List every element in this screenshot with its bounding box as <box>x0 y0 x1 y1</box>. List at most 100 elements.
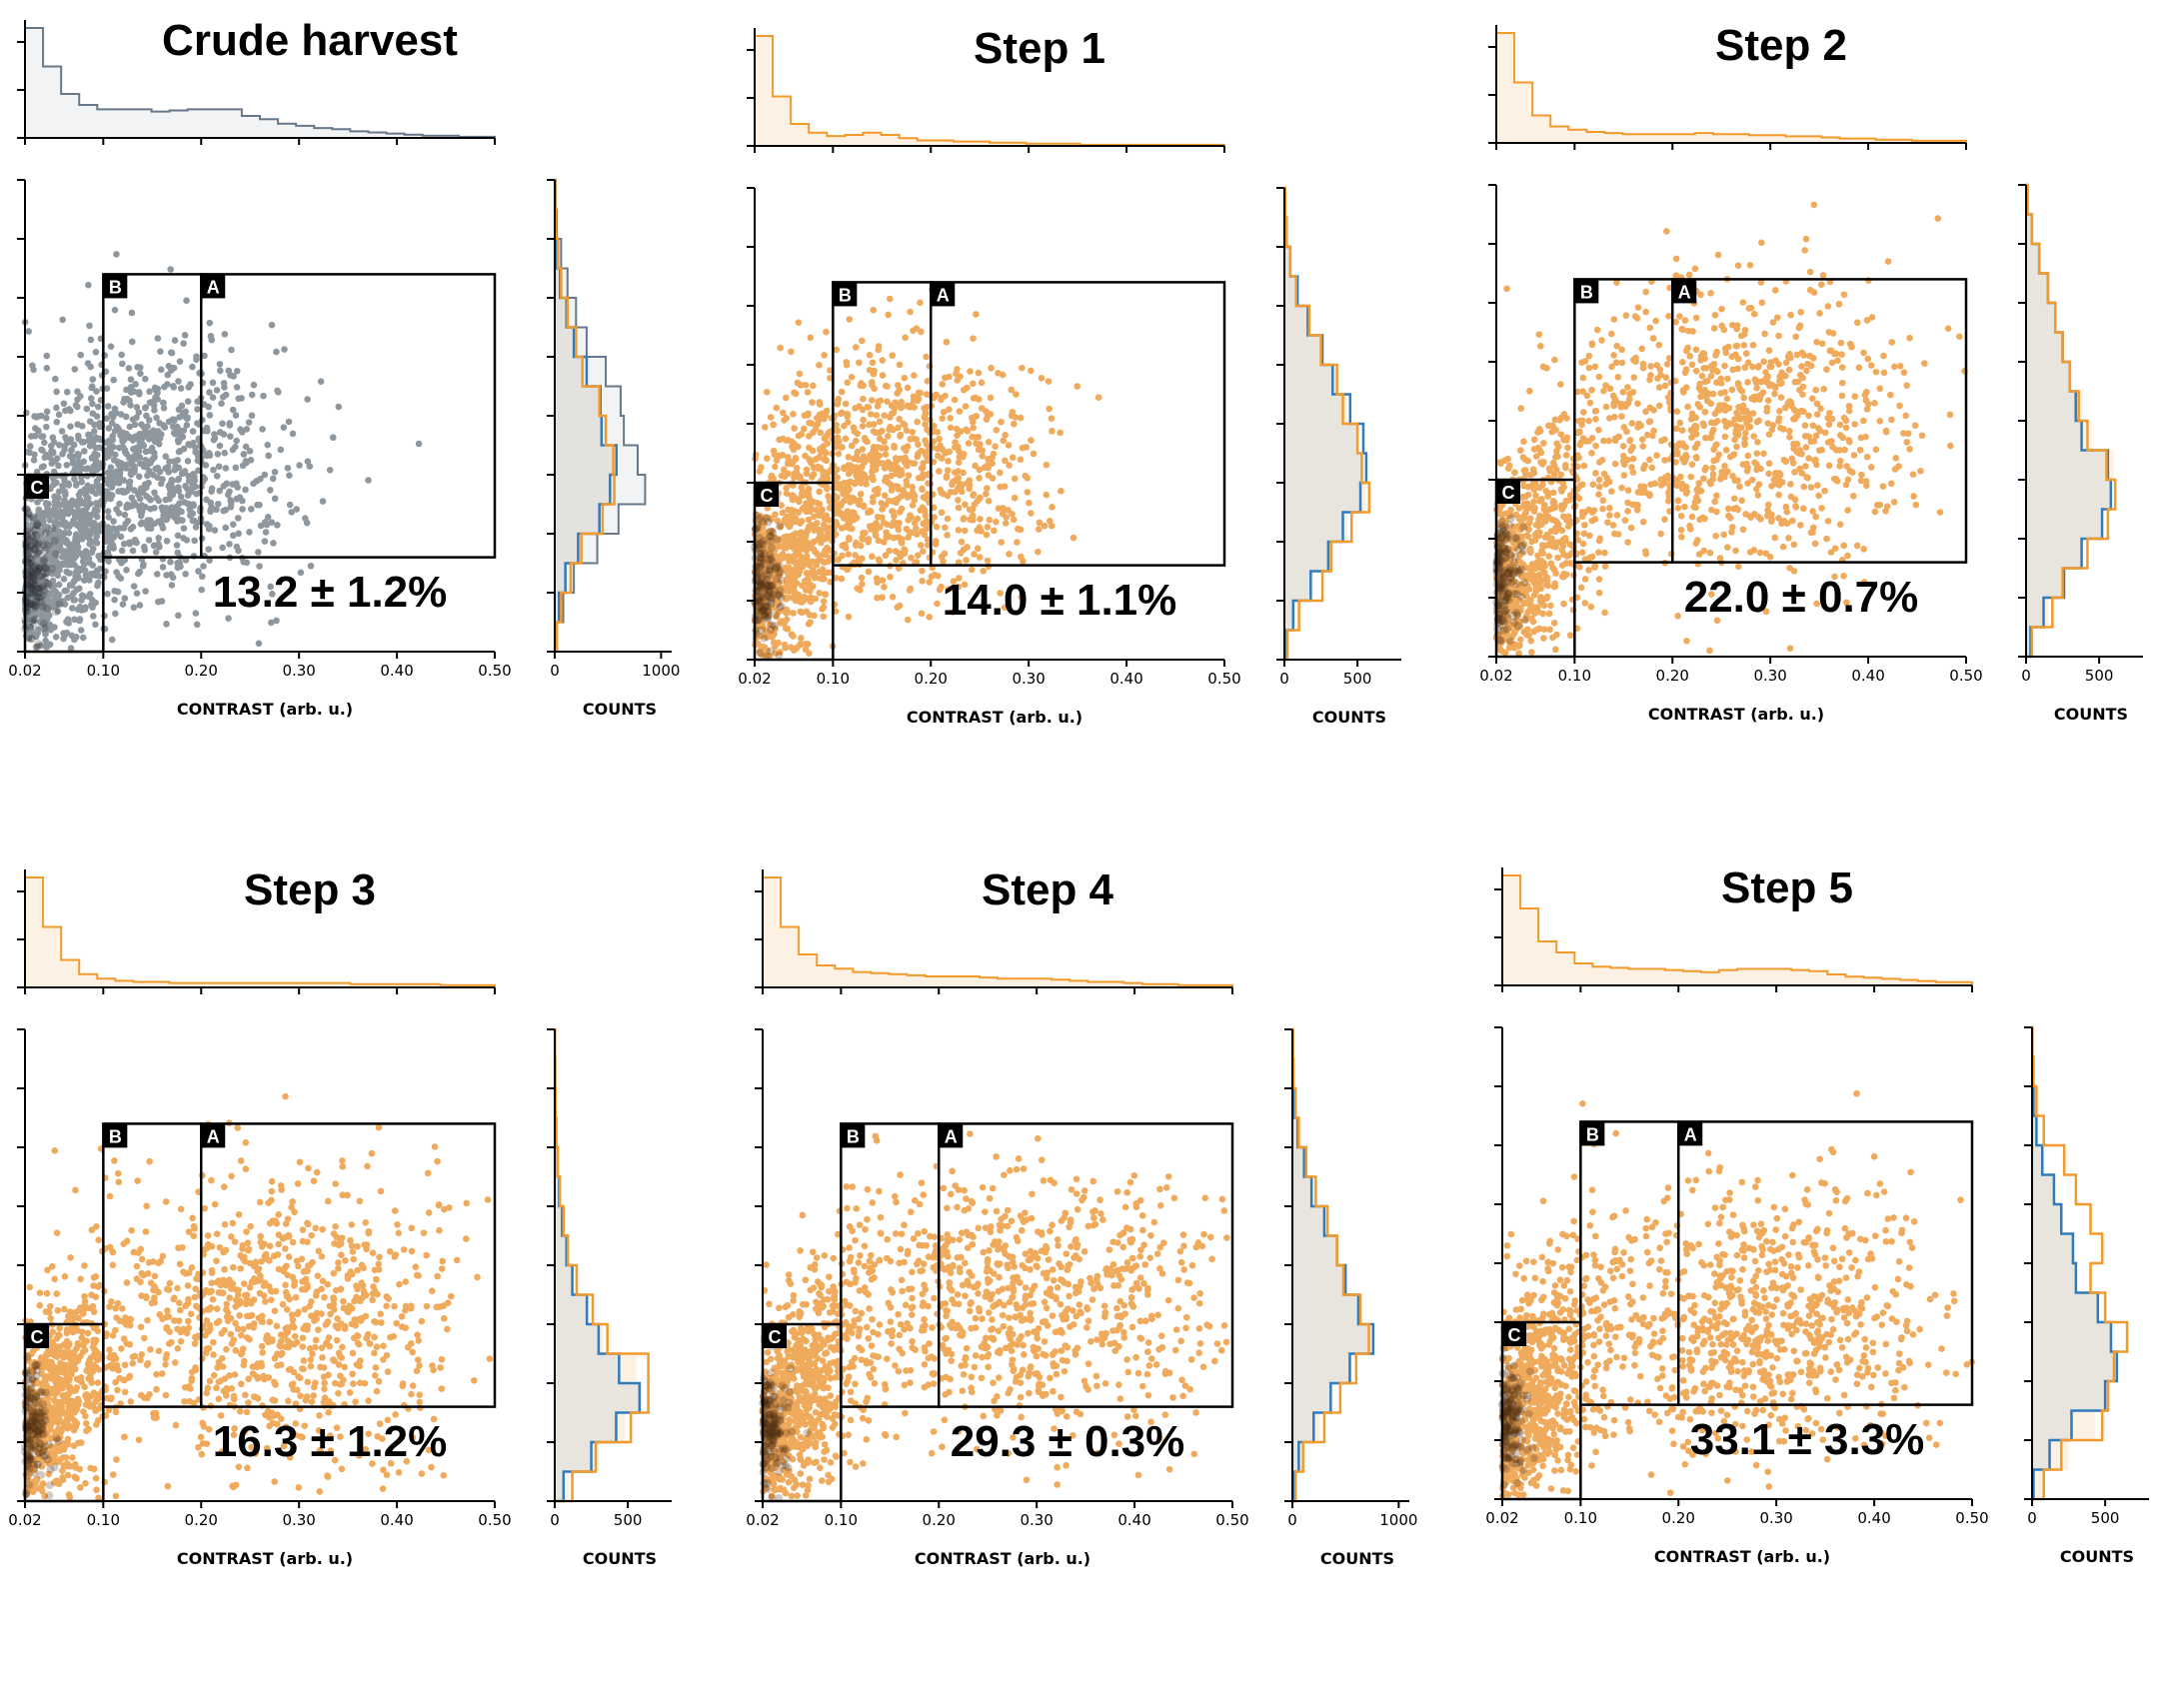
scatter-point <box>790 610 797 617</box>
scatter-point <box>147 459 154 467</box>
scatter-point <box>1752 486 1760 493</box>
scatter-point <box>1676 313 1683 320</box>
scatter-point <box>1904 430 1912 438</box>
scatter-point <box>1690 503 1698 511</box>
scatter-point <box>956 453 964 461</box>
scatter-point <box>811 527 818 534</box>
scatter-point <box>1530 486 1538 494</box>
scatter-point <box>250 381 258 389</box>
scatter-point <box>1624 508 1631 515</box>
scatter-point <box>942 524 949 532</box>
density-point <box>756 515 765 524</box>
density-point <box>759 606 768 615</box>
density-point <box>761 602 770 611</box>
scatter-point <box>1707 289 1714 297</box>
scatter-point <box>924 378 932 385</box>
scatter-point <box>1807 529 1815 537</box>
scatter-point <box>1700 350 1708 358</box>
scatter-point <box>1868 314 1876 321</box>
scatter-point <box>180 427 188 434</box>
scatter-point <box>1775 491 1782 499</box>
density-point <box>756 579 765 588</box>
scatter-point <box>1756 549 1764 557</box>
scatter-point <box>271 468 279 476</box>
scatter-point <box>43 643 51 651</box>
scatter-point <box>240 451 248 458</box>
scatter-point <box>888 472 895 480</box>
scatter-point <box>1768 483 1775 490</box>
scatter-point <box>115 510 123 517</box>
scatter-point <box>1575 495 1583 503</box>
scatter-point <box>192 610 200 617</box>
scatter-point <box>752 451 760 459</box>
scatter-point <box>979 452 987 460</box>
scatter-point <box>961 581 969 589</box>
scatter-point <box>1802 235 1810 243</box>
scatter-point <box>992 443 999 450</box>
scatter-point <box>1906 334 1913 342</box>
scatter-point <box>772 546 779 554</box>
scatter-point <box>43 451 50 459</box>
scatter-point <box>1661 382 1669 390</box>
scatter-point <box>1517 405 1524 412</box>
scatter-point <box>1844 552 1851 560</box>
scatter-point <box>1005 507 1012 514</box>
scatter-point <box>1692 314 1700 322</box>
scatter-point <box>1872 368 1880 376</box>
scatter-point <box>1760 450 1767 458</box>
scatter-point <box>914 515 922 523</box>
scatter-point <box>164 371 172 379</box>
scatter-point <box>956 448 963 455</box>
scatter-point <box>1679 387 1687 394</box>
scatter-point <box>120 399 127 406</box>
scatter-point <box>56 544 64 551</box>
scatter-point <box>832 427 840 435</box>
scatter-point <box>1647 363 1654 370</box>
scatter-point <box>1771 390 1778 398</box>
scatter-point <box>165 362 173 370</box>
scatter-point <box>220 380 228 387</box>
scatter-point <box>820 575 828 583</box>
scatter-point <box>226 420 234 427</box>
scatter-point <box>1647 372 1654 379</box>
scatter-point <box>236 494 244 501</box>
scatter-point <box>756 468 764 475</box>
scatter-point <box>155 534 163 542</box>
scatter-point <box>1700 475 1707 483</box>
scatter-point <box>210 466 217 474</box>
scatter-point <box>1529 607 1537 615</box>
density-point <box>758 626 767 635</box>
density-point <box>777 593 786 602</box>
scatter-point <box>771 604 779 612</box>
scatter-point <box>267 583 274 591</box>
scatter-point <box>1732 342 1740 350</box>
scatter-point <box>1823 535 1830 543</box>
scatter-point <box>228 346 235 354</box>
density-point <box>756 554 765 563</box>
density-point <box>26 579 35 588</box>
scatter-point <box>1557 381 1564 388</box>
scatter-point <box>1515 650 1522 657</box>
scatter-point <box>79 500 86 507</box>
scatter-point <box>137 512 145 520</box>
scatter-point <box>845 613 853 621</box>
scatter-point <box>971 551 978 558</box>
scatter-point <box>51 624 58 631</box>
scatter-point <box>1735 413 1742 421</box>
counts-axis-label: COUNTS <box>582 700 658 719</box>
scatter-point <box>317 378 325 386</box>
scatter-point <box>788 575 795 582</box>
scatter-point <box>991 527 998 535</box>
scatter-point <box>1782 359 1790 367</box>
scatter-point <box>764 455 771 462</box>
scatter-point <box>1696 380 1703 388</box>
scatter-point <box>970 424 977 432</box>
scatter-point <box>1664 475 1672 483</box>
scatter-point <box>852 552 859 559</box>
scatter-point <box>835 395 843 403</box>
scatter-point <box>1758 299 1766 307</box>
scatter-point <box>897 553 905 561</box>
scatter-point <box>955 504 963 512</box>
scatter-point <box>1813 400 1821 408</box>
scatter-point <box>766 653 774 660</box>
